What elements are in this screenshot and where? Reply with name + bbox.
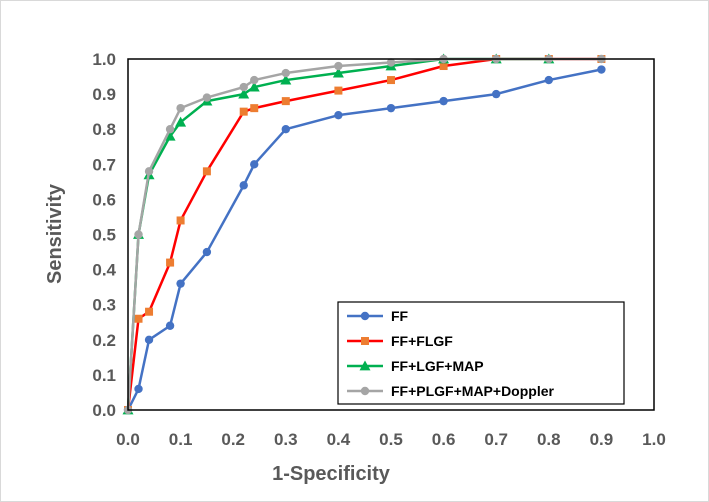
- data-point: [145, 307, 154, 316]
- legend-swatch-marker: [360, 311, 370, 321]
- y-tick-label: 0.0: [92, 401, 116, 420]
- legend-swatch-marker: [361, 337, 369, 345]
- x-tick-label: 0.3: [274, 430, 298, 449]
- legend-label: FF+LGF+MAP: [391, 358, 484, 374]
- data-point: [239, 82, 248, 92]
- series-1: [124, 55, 606, 414]
- data-point: [387, 76, 395, 85]
- legend-box: [337, 301, 625, 405]
- x-tick-label: 0.4: [327, 430, 351, 449]
- x-tick-label: 0.8: [537, 430, 561, 449]
- data-point: [386, 103, 396, 113]
- y-axis-tick-labels: 0.0 0.1 0.2 0.3 0.4 0.5 0.6 0.7 0.8 0.9 1.0: [92, 50, 116, 420]
- data-point: [492, 89, 501, 99]
- x-tick-label: 0.6: [432, 430, 456, 449]
- y-tick-label: 0.9: [92, 85, 116, 104]
- data-point: [281, 97, 290, 106]
- x-tick-label: 0.5: [379, 430, 403, 449]
- data-point: [164, 130, 176, 141]
- data-point: [250, 160, 259, 169]
- data-point: [281, 68, 290, 78]
- legend-entry: FF+LGF+MAP: [347, 358, 484, 374]
- y-tick-label: 0.7: [92, 155, 116, 174]
- x-tick-label: 0.9: [590, 430, 614, 449]
- y-tick-label: 0.4: [92, 261, 116, 280]
- x-axis-tick-labels: 0.0 0.1 0.2 0.3 0.4 0.5 0.6 0.7 0.8 0.9 1.0: [116, 430, 666, 449]
- data-point: [280, 74, 292, 85]
- data-point: [250, 104, 259, 113]
- data-point: [238, 88, 250, 99]
- data-point: [334, 110, 343, 120]
- data-point: [281, 125, 290, 134]
- legend-entry: FF+PLGF+MAP+Doppler: [347, 383, 555, 399]
- y-tick-label: 0.3: [92, 296, 116, 315]
- data-point: [165, 125, 175, 134]
- data-point: [144, 335, 154, 344]
- data-point: [176, 216, 185, 225]
- legend-swatch-marker: [360, 386, 370, 396]
- legend-label: FF+FLGF: [391, 333, 453, 349]
- legend-label: FF: [391, 308, 409, 324]
- y-tick-label: 0.6: [92, 190, 116, 209]
- data-point: [544, 75, 553, 85]
- series-0: [123, 65, 606, 415]
- data-point: [202, 247, 212, 257]
- data-point: [439, 62, 448, 71]
- legend-label: FF+PLGF+MAP+Doppler: [391, 383, 555, 399]
- y-tick-label: 0.8: [92, 120, 116, 139]
- data-point: [134, 314, 143, 323]
- data-point: [248, 81, 260, 92]
- y-tick-label: 0.2: [92, 331, 116, 350]
- y-tick-label: 1.0: [92, 50, 116, 69]
- x-tick-label: 1.0: [642, 430, 666, 449]
- data-point: [202, 167, 211, 176]
- data-point: [250, 75, 259, 85]
- data-point: [239, 107, 248, 116]
- data-point: [175, 116, 187, 127]
- x-tick-label: 0.2: [221, 430, 245, 449]
- legend-entry: FF: [347, 308, 409, 324]
- data-point: [597, 65, 606, 74]
- data-point: [144, 167, 154, 176]
- data-point: [165, 321, 175, 330]
- legend-entry: FF+FLGF: [347, 333, 453, 349]
- legend: FF FF+FLGF FF+LGF+MAP FF+PLGF+MAP+Doppler: [337, 301, 625, 405]
- data-point: [134, 230, 143, 239]
- x-axis-title: 1-Specificity: [272, 463, 391, 485]
- data-point: [202, 93, 212, 102]
- y-tick-label: 0.5: [92, 226, 116, 245]
- data-point: [334, 61, 343, 71]
- legend-swatch-marker: [359, 360, 371, 371]
- x-tick-label: 0.0: [116, 430, 140, 449]
- data-point: [332, 67, 344, 78]
- y-tick-label: 0.1: [92, 366, 116, 385]
- data-point: [134, 384, 143, 394]
- x-tick-label: 0.1: [169, 430, 193, 449]
- data-point: [166, 258, 175, 267]
- y-axis-title: Sensitivity: [44, 183, 66, 284]
- data-point: [334, 86, 343, 95]
- x-tick-label: 0.7: [484, 430, 508, 449]
- data-point: [176, 103, 185, 113]
- plot-area-border: [127, 58, 655, 411]
- data-point: [176, 279, 185, 288]
- data-point: [386, 58, 396, 67]
- data-point: [439, 96, 448, 106]
- data-point: [239, 181, 248, 190]
